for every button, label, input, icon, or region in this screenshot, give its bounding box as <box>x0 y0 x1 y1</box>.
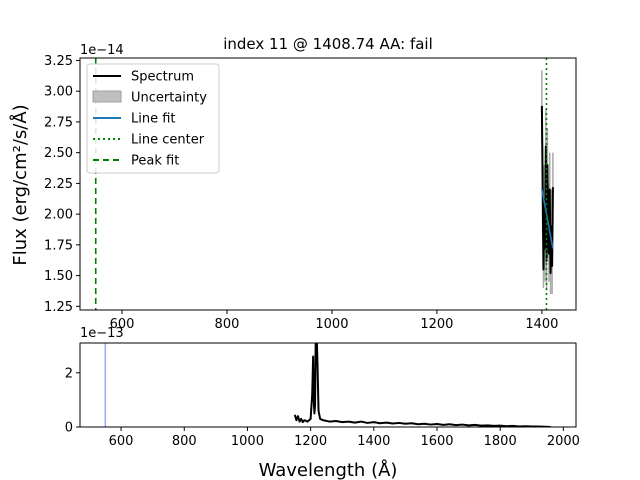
legend-label-peak-fit: Peak fit <box>131 154 179 169</box>
bottom-x-tick-label: 1000 <box>231 434 264 449</box>
bottom-offset-label: 1e−13 <box>80 326 124 341</box>
top-y-tick-label: 2.50 <box>44 146 73 161</box>
top-y-tick-label: 3.25 <box>44 54 73 69</box>
bottom-x-tick-label: 600 <box>109 434 134 449</box>
bottom-axes-frame <box>79 342 577 428</box>
top-y-tick-label: 2.00 <box>44 208 73 223</box>
top-plot-area <box>94 58 554 310</box>
top-axes-frame <box>79 57 577 311</box>
legend: Spectrum Uncertainty Line fit Line center Pe… <box>86 63 220 174</box>
bottom-x-tick-label: 800 <box>172 434 197 449</box>
top-x-tick-label: 600 <box>110 317 135 332</box>
legend-swatch-uncertainty <box>92 90 122 103</box>
bottom-x-tick-label: 2000 <box>547 434 580 449</box>
bottom-x-tick-label: 1200 <box>294 434 327 449</box>
bottom-clipped-marks <box>104 343 551 427</box>
top-y-axis-label: Flux (erg/cm²/s/Å) <box>9 104 31 265</box>
legend-label-line-center: Line center <box>131 133 205 148</box>
top-x-tick-label: 1400 <box>525 317 558 332</box>
legend-label-line-fit: Line fit <box>131 112 176 127</box>
top-y-tick-label: 3.00 <box>44 85 73 100</box>
top-y-tick-label: 1.50 <box>44 269 73 284</box>
top-clipped-marks <box>94 58 554 310</box>
top-y-tick-label: 2.25 <box>44 177 73 192</box>
top-y-tick-label: 1.75 <box>44 238 73 253</box>
bottom-x-tick-label: 1800 <box>484 434 517 449</box>
bottom-plot-area <box>104 343 551 427</box>
top-offset-label: 1e−14 <box>80 43 124 58</box>
legend-label-uncertainty: Uncertainty <box>131 91 207 106</box>
bottom-x-tick-label: 1600 <box>420 434 453 449</box>
top-panel: index 11 @ 1408.74 AA: fail 1e−14 Flux (… <box>9 35 577 332</box>
top-y-tick-label: 2.75 <box>44 115 73 130</box>
bottom-y-tick-label: 2 <box>65 366 73 381</box>
top-x-tick-label: 800 <box>215 317 240 332</box>
top-x-tick-label: 1000 <box>315 317 348 332</box>
bottom-panel: 1e−13 600 800 1000 1200 1400 1600 1800 2000 0 2 W… <box>65 326 580 480</box>
legend-label-spectrum: Spectrum <box>131 70 194 85</box>
bottom-spectrum-line <box>293 343 551 427</box>
bottom-ticks: 600 800 1000 1200 1400 1600 1800 2000 0 2 <box>65 366 580 449</box>
bottom-y-tick-label: 0 <box>65 421 73 436</box>
top-ticks: 600 800 1000 1200 1400 1.25 1.50 1.75 2.00 2.25 2.… <box>44 54 558 332</box>
top-line-fit-line <box>541 189 554 249</box>
top-x-tick-label: 1200 <box>420 317 453 332</box>
bottom-x-axis-label: Wavelength (Å) <box>259 459 398 480</box>
top-y-tick-label: 1.25 <box>44 300 73 315</box>
bottom-x-tick-label: 1400 <box>357 434 390 449</box>
top-title: index 11 @ 1408.74 AA: fail <box>223 35 433 53</box>
